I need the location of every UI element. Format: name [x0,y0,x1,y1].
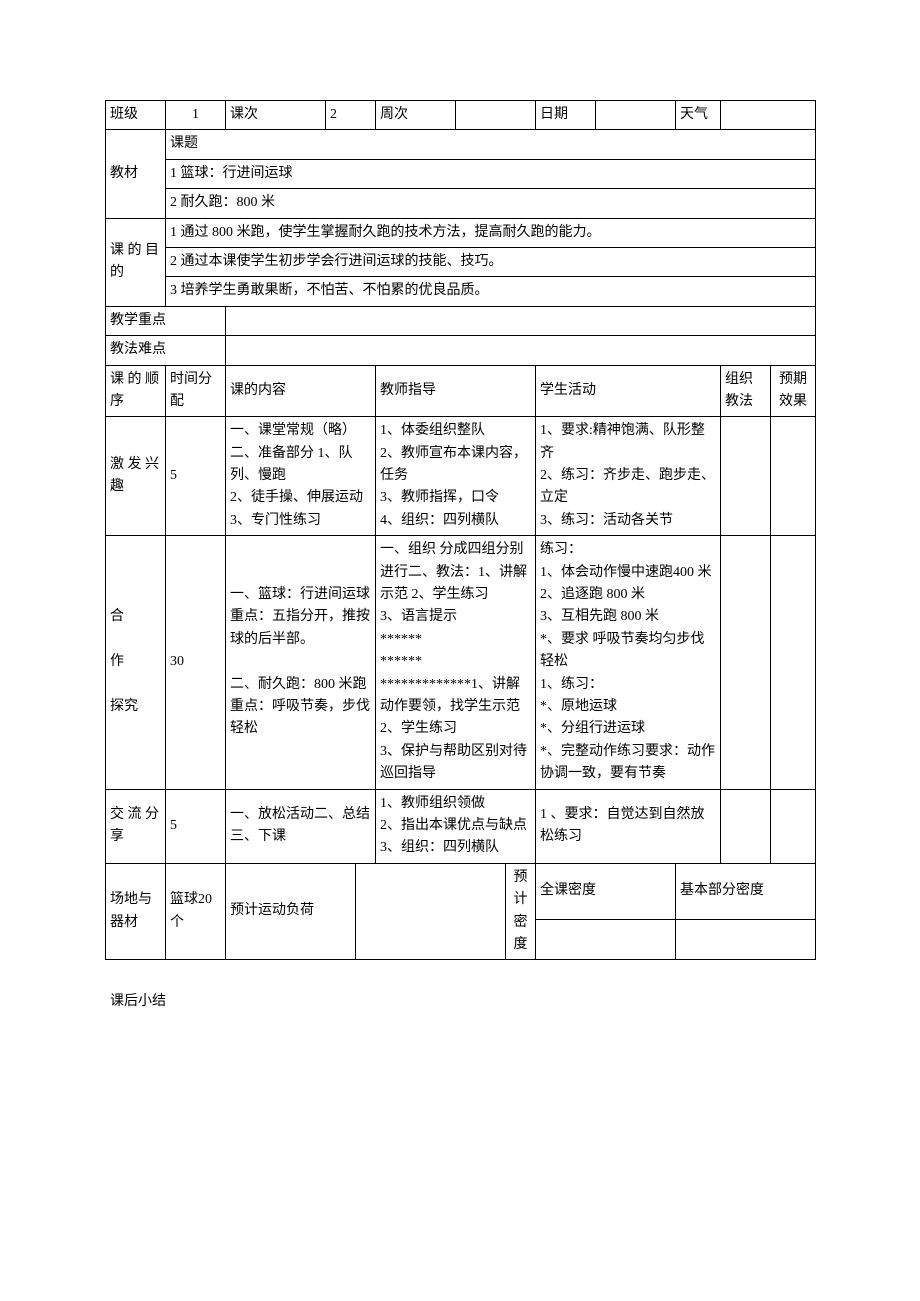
fuhe-value [356,863,506,960]
jiaocai-item1: 1 篮球：行进间运球 [166,159,816,188]
cell-teacher-1: 1、体委组织整队 2、教师宣布本课内容，任务 3、教师指挥，口令 4、组织：四列… [376,417,536,536]
nandian-label: 教法难点 [106,336,226,365]
cell-order-3: 交 流 分享 [106,789,166,863]
jiaocai-item2: 2 耐久跑：800 米 [166,189,816,218]
cell-org-2 [721,536,771,789]
cell-org-3 [721,789,771,863]
cell-content-1: 一、课堂常规（略）二、准备部分 1、队列、慢跑 2、徒手操、伸展运动3、专门性练… [226,417,376,536]
col-time: 时间分配 [166,365,226,417]
changdi-value: 篮球20 个 [166,863,226,960]
jiaocai-row1: 教材 课题 [106,130,816,159]
footer-row1: 场地与器材 篮球20 个 预计运动负荷 预计密度 全课密度 基本部分密度 [106,863,816,920]
kedemude-label: 课 的 目的 [106,218,166,306]
col-content: 课的内容 [226,365,376,417]
quanke-value [536,920,676,960]
quanke-label: 全课密度 [536,863,676,920]
table-row: 交 流 分享 5 一、放松活动二、总结三、下课 1、教师组织领做 2、指出本课优… [106,789,816,863]
col-org: 组织教法 [721,365,771,417]
cell-expect-1 [771,417,816,536]
cell-org-1 [721,417,771,536]
cell-time-3: 5 [166,789,226,863]
midu-label: 预计密度 [506,863,536,960]
cell-student-3: 1 、要求：自觉达到自然放松练习 [536,789,721,863]
col-student: 学生活动 [536,365,721,417]
kedemude-line2: 2 通过本课使学生初步学会行进间运球的技能、技巧。 [166,247,816,276]
header-row: 班级 1 课次 2 周次 日期 天气 [106,101,816,130]
nandian-row: 教法难点 [106,336,816,365]
cell-teacher-2: 一、组织 分成四组分别进行二、教法：1、讲解示范 2、学生练习 3、语言提示 *… [376,536,536,789]
cell-content-3: 一、放松活动二、总结三、下课 [226,789,376,863]
zhongdian-label: 教学重点 [106,306,226,335]
class-value: 1 [166,101,226,130]
nandian-value [226,336,816,365]
post-note: 课后小结 [105,990,815,1010]
class-label: 班级 [106,101,166,130]
weather-label: 天气 [676,101,721,130]
cell-order-1: 激 发 兴趣 [106,417,166,536]
lesson-num-label: 课次 [226,101,326,130]
changdi-label: 场地与器材 [106,863,166,960]
week-value [456,101,536,130]
cell-student-1: 1、要求:精神饱满、队形整齐 2、练习：齐步走、跑步走、立定 3、练习：活动各关… [536,417,721,536]
fuhe-label: 预计运动负荷 [226,863,356,960]
jiben-value [676,920,816,960]
column-headers: 课 的 顺序 时间分配 课的内容 教师指导 学生活动 组织教法 预期效果 [106,365,816,417]
col-expect: 预期效果 [771,365,816,417]
cell-content-2: 一、篮球：行进间运球 重点：五指分开，推按球的后半部。 二、耐久跑：800 米跑… [226,536,376,789]
zhongdian-row: 教学重点 [106,306,816,335]
weather-value [721,101,816,130]
lesson-num-value: 2 [326,101,376,130]
cell-teacher-3: 1、教师组织领做 2、指出本课优点与缺点 3、组织：四列横队 [376,789,536,863]
table-row: 合 作 探究 30 一、篮球：行进间运球 重点：五指分开，推按球的后半部。 二、… [106,536,816,789]
kedemude-line1: 1 通过 800 米跑，使学生掌握耐久跑的技术方法，提高耐久跑的能力。 [166,218,816,247]
jiaocai-row3: 2 耐久跑：800 米 [106,189,816,218]
date-value [596,101,676,130]
cell-student-2: 练习： 1、体会动作慢中速跑400 米 2、追逐跑 800 米 3、互相先跑 8… [536,536,721,789]
kedemude-row1: 课 的 目的 1 通过 800 米跑，使学生掌握耐久跑的技术方法，提高耐久跑的能… [106,218,816,247]
kedemude-row2: 2 通过本课使学生初步学会行进间运球的技能、技巧。 [106,247,816,276]
kedemude-line3: 3 培养学生勇敢果断，不怕苦、不怕累的优良品质。 [166,277,816,306]
date-label: 日期 [536,101,596,130]
cell-time-2: 30 [166,536,226,789]
table-row: 激 发 兴趣 5 一、课堂常规（略）二、准备部分 1、队列、慢跑 2、徒手操、伸… [106,417,816,536]
cell-order-2: 合 作 探究 [106,536,166,789]
week-label: 周次 [376,101,456,130]
keti-label: 课题 [166,130,816,159]
jiaocai-label: 教材 [106,130,166,218]
cell-expect-2 [771,536,816,789]
cell-time-1: 5 [166,417,226,536]
col-order: 课 的 顺序 [106,365,166,417]
col-teacher: 教师指导 [376,365,536,417]
cell-expect-3 [771,789,816,863]
lesson-plan-table: 班级 1 课次 2 周次 日期 天气 教材 课题 1 篮球：行进间运球 2 耐久… [105,100,816,960]
jiben-label: 基本部分密度 [676,863,816,920]
kedemude-row3: 3 培养学生勇敢果断，不怕苦、不怕累的优良品质。 [106,277,816,306]
zhongdian-value [226,306,816,335]
jiaocai-row2: 1 篮球：行进间运球 [106,159,816,188]
